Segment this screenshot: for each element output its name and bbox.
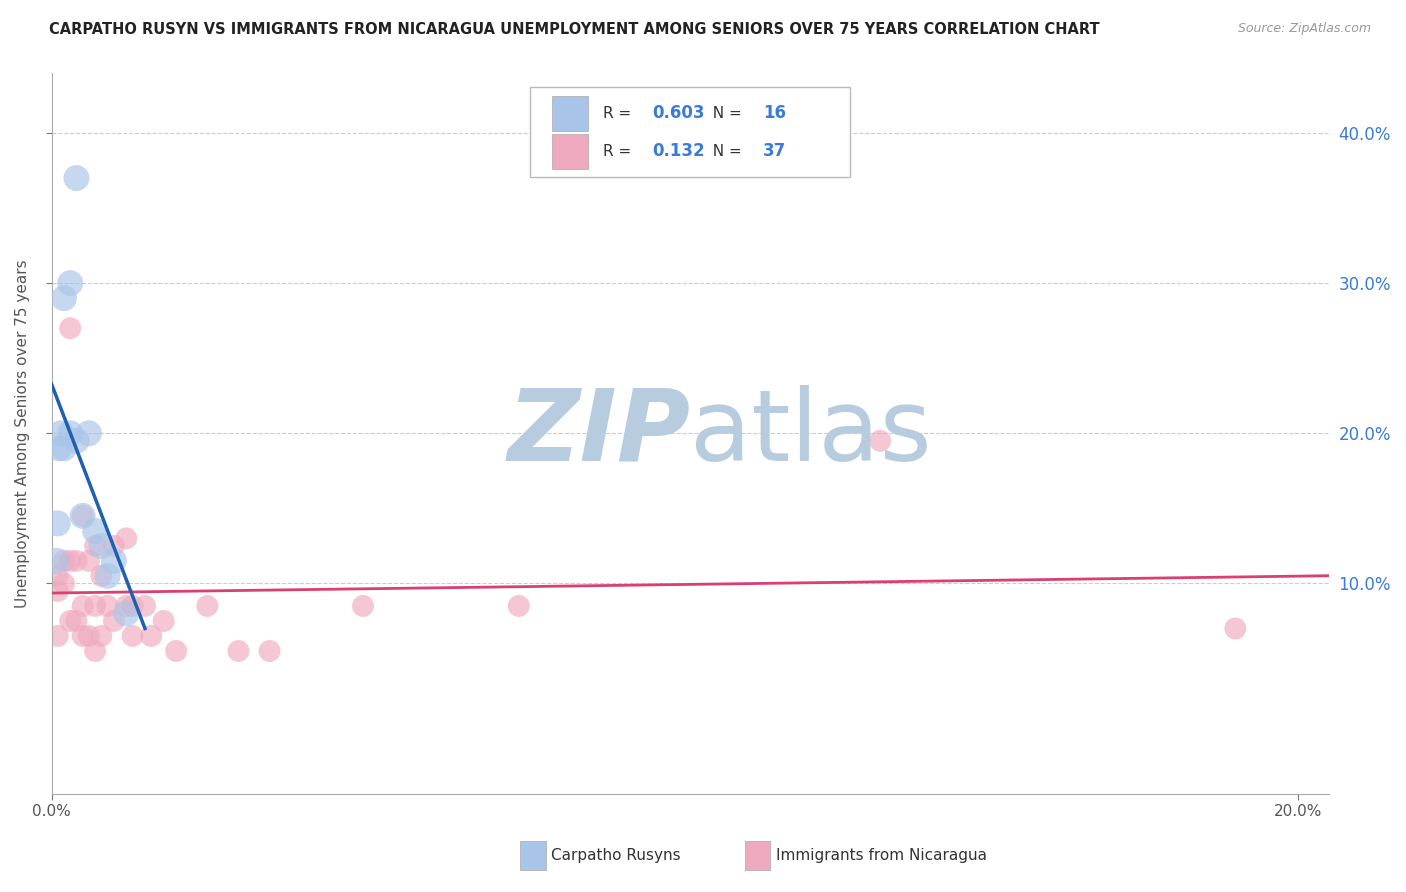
Point bbox=[115, 532, 138, 546]
Point bbox=[72, 508, 94, 523]
Point bbox=[59, 276, 82, 290]
Point bbox=[59, 614, 82, 628]
Point bbox=[65, 614, 87, 628]
Point bbox=[59, 554, 82, 568]
Point bbox=[65, 434, 87, 448]
Point bbox=[72, 508, 94, 523]
Point bbox=[46, 516, 69, 531]
Point bbox=[134, 599, 156, 613]
Text: Source: ZipAtlas.com: Source: ZipAtlas.com bbox=[1237, 22, 1371, 36]
Point bbox=[195, 599, 218, 613]
Point bbox=[90, 539, 112, 553]
FancyBboxPatch shape bbox=[553, 134, 588, 169]
Point bbox=[53, 554, 76, 568]
Point bbox=[77, 629, 100, 643]
Point bbox=[869, 434, 891, 448]
Point bbox=[72, 629, 94, 643]
Text: R =: R = bbox=[603, 144, 637, 159]
Point bbox=[65, 171, 87, 186]
Point bbox=[121, 629, 143, 643]
Point bbox=[97, 599, 120, 613]
Point bbox=[97, 569, 120, 583]
Point bbox=[103, 554, 125, 568]
Text: Immigrants from Nicaragua: Immigrants from Nicaragua bbox=[776, 848, 987, 863]
Point bbox=[165, 644, 187, 658]
Point bbox=[90, 629, 112, 643]
Text: N =: N = bbox=[703, 106, 747, 121]
Point bbox=[45, 554, 67, 568]
Text: 0.603: 0.603 bbox=[652, 104, 704, 122]
Point bbox=[84, 644, 107, 658]
Text: 16: 16 bbox=[763, 104, 786, 122]
Point bbox=[53, 291, 76, 305]
Point bbox=[508, 599, 530, 613]
Point bbox=[84, 539, 107, 553]
Point bbox=[53, 576, 76, 591]
Point bbox=[46, 629, 69, 643]
Point bbox=[65, 554, 87, 568]
Point bbox=[115, 599, 138, 613]
Point bbox=[84, 599, 107, 613]
Point bbox=[259, 644, 281, 658]
Point bbox=[46, 569, 69, 583]
Text: Carpatho Rusyns: Carpatho Rusyns bbox=[551, 848, 681, 863]
Text: CARPATHO RUSYN VS IMMIGRANTS FROM NICARAGUA UNEMPLOYMENT AMONG SENIORS OVER 75 Y: CARPATHO RUSYN VS IMMIGRANTS FROM NICARA… bbox=[49, 22, 1099, 37]
FancyBboxPatch shape bbox=[553, 96, 588, 130]
FancyBboxPatch shape bbox=[530, 87, 849, 178]
Point bbox=[152, 614, 174, 628]
Point bbox=[103, 539, 125, 553]
Point bbox=[46, 583, 69, 598]
Point bbox=[1225, 622, 1247, 636]
Point bbox=[53, 442, 76, 456]
Point bbox=[90, 569, 112, 583]
Text: N =: N = bbox=[703, 144, 747, 159]
Point bbox=[59, 426, 82, 441]
Point bbox=[141, 629, 163, 643]
Y-axis label: Unemployment Among Seniors over 75 years: Unemployment Among Seniors over 75 years bbox=[15, 259, 30, 607]
Point bbox=[49, 426, 72, 441]
Point bbox=[48, 442, 70, 456]
Point bbox=[103, 614, 125, 628]
Point bbox=[77, 426, 100, 441]
Text: atlas: atlas bbox=[690, 384, 932, 482]
Point bbox=[84, 524, 107, 538]
Point bbox=[77, 554, 100, 568]
Point bbox=[59, 321, 82, 335]
Text: ZIP: ZIP bbox=[508, 384, 690, 482]
Text: 37: 37 bbox=[763, 143, 786, 161]
Point bbox=[352, 599, 374, 613]
Point bbox=[72, 599, 94, 613]
Text: R =: R = bbox=[603, 106, 637, 121]
Text: 0.132: 0.132 bbox=[652, 143, 704, 161]
Point bbox=[228, 644, 250, 658]
Point bbox=[115, 607, 138, 621]
Point bbox=[121, 599, 143, 613]
